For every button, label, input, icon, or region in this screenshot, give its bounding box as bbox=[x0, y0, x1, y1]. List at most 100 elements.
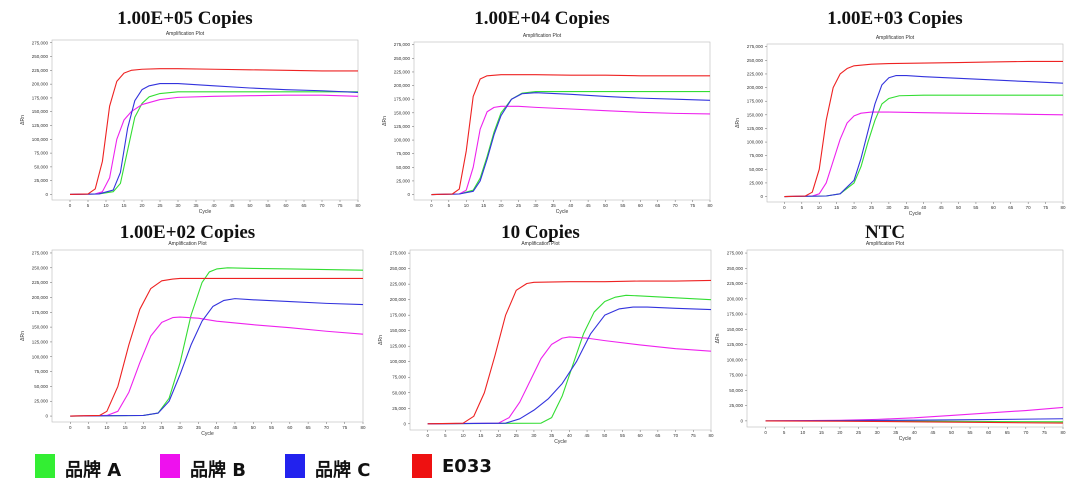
plot-subtitle: Amplification Plot bbox=[168, 241, 207, 247]
x-tick-label: 80 bbox=[355, 203, 361, 208]
y-tick-label: 250,000 bbox=[394, 56, 411, 61]
y-tick-label: 25,000 bbox=[749, 180, 763, 185]
x-tick-label: 35 bbox=[893, 430, 899, 435]
series-line-brand-a bbox=[69, 91, 358, 196]
x-tick-label: 15 bbox=[481, 203, 487, 208]
plot-frame bbox=[413, 41, 711, 201]
legend-swatch-brand-a bbox=[35, 454, 55, 478]
chart-title: 1.00E+04 Copies bbox=[474, 8, 610, 29]
y-tick-label: 150,000 bbox=[32, 325, 49, 330]
x-tick-label: 50 bbox=[603, 203, 609, 208]
chart-panel-3: 1.00E+02 Copies Amplification Plot 0 25,000… bbox=[10, 222, 366, 437]
x-tick-label: 5 bbox=[448, 203, 451, 208]
series-line-brand-c bbox=[427, 306, 712, 425]
y-tick-label: 150,000 bbox=[394, 110, 411, 115]
x-tick-label: 5 bbox=[783, 430, 786, 435]
y-tick-label: 275,000 bbox=[32, 40, 49, 45]
y-tick-label: 125,000 bbox=[32, 339, 49, 344]
amplification-plot: 0 25,000 50,000 75,000 100,000 125,000 150,000… bbox=[715, 249, 1066, 442]
x-tick-label: 65 bbox=[1008, 205, 1014, 210]
legend-label-brand-b: 品牌 B bbox=[190, 460, 246, 481]
chart-panel-1: 1.00E+04 Copies Amplification Plot 0 25,000… bbox=[372, 8, 713, 220]
y-tick-label: 75,000 bbox=[34, 151, 48, 156]
x-tick-label: 20 bbox=[496, 433, 502, 438]
x-tick-label: 30 bbox=[178, 425, 184, 430]
series-line-e033 bbox=[784, 60, 1063, 198]
x-tick-label: 5 bbox=[801, 205, 804, 210]
x-tick-label: 10 bbox=[464, 203, 470, 208]
y-tick-label: 275,000 bbox=[747, 44, 764, 49]
y-tick-label: 125,000 bbox=[727, 342, 744, 347]
y-tick-label: 175,000 bbox=[390, 313, 407, 318]
x-tick-label: 75 bbox=[1042, 430, 1048, 435]
series-line-brand-b bbox=[431, 105, 711, 196]
x-tick-label: 50 bbox=[247, 203, 253, 208]
x-tick-label: 50 bbox=[949, 430, 955, 435]
x-tick-label: 30 bbox=[886, 205, 892, 210]
x-tick-label: 5 bbox=[444, 433, 447, 438]
x-axis-label: Cycle bbox=[556, 209, 569, 215]
x-tick-label: 65 bbox=[306, 425, 312, 430]
x-tick-label: 15 bbox=[121, 203, 127, 208]
x-tick-label: 70 bbox=[673, 203, 679, 208]
y-tick-label: 225,000 bbox=[32, 68, 49, 73]
x-tick-label: 55 bbox=[973, 205, 979, 210]
x-tick-label: 0 bbox=[764, 430, 767, 435]
x-tick-label: 75 bbox=[1043, 205, 1049, 210]
y-axis-label: ΔRn bbox=[382, 116, 388, 126]
x-tick-label: 50 bbox=[251, 425, 257, 430]
plot-subtitle: Amplification Plot bbox=[865, 241, 905, 247]
y-axis-label: ΔRn bbox=[20, 331, 26, 341]
series-line-brand-c bbox=[69, 83, 359, 196]
x-tick-label: 80 bbox=[1060, 205, 1066, 210]
series-line-brand-a bbox=[427, 294, 712, 425]
x-tick-label: 35 bbox=[549, 433, 555, 438]
y-tick-label: 225,000 bbox=[390, 282, 407, 287]
x-tick-label: 65 bbox=[301, 203, 307, 208]
y-tick-label: 50,000 bbox=[396, 165, 410, 170]
x-tick-label: 70 bbox=[1023, 430, 1029, 435]
y-tick-label: 75,000 bbox=[729, 373, 743, 378]
chart-panel-0: 1.00E+05 Copies Amplification Plot 0 25,000… bbox=[10, 8, 361, 220]
chart-title: 1.00E+02 Copies bbox=[119, 222, 256, 243]
x-axis-label: Cycle bbox=[899, 436, 912, 442]
x-tick-label: 30 bbox=[875, 430, 881, 435]
y-tick-label: 0 bbox=[45, 414, 48, 419]
y-tick-label: 250,000 bbox=[32, 54, 49, 59]
x-tick-label: 20 bbox=[141, 425, 147, 430]
x-tick-label: 55 bbox=[620, 433, 626, 438]
chart-panel-2: 1.00E+03 Copies Amplification Plot 0 25,000… bbox=[725, 8, 1066, 220]
x-tick-label: 40 bbox=[211, 203, 217, 208]
chart-title: 1.00E+05 Copies bbox=[117, 8, 253, 29]
y-tick-label: 25,000 bbox=[34, 399, 48, 404]
x-tick-label: 60 bbox=[986, 430, 992, 435]
x-tick-label: 25 bbox=[514, 433, 520, 438]
y-tick-label: 50,000 bbox=[392, 390, 406, 395]
x-tick-label: 45 bbox=[586, 203, 592, 208]
x-tick-label: 30 bbox=[175, 203, 181, 208]
x-axis-label: Cycle bbox=[201, 431, 214, 437]
y-tick-label: 100,000 bbox=[390, 359, 407, 364]
x-tick-label: 5 bbox=[87, 203, 90, 208]
x-tick-label: 25 bbox=[159, 425, 165, 430]
x-tick-label: 60 bbox=[991, 205, 997, 210]
x-tick-label: 35 bbox=[904, 205, 910, 210]
series-line-e033 bbox=[765, 420, 1064, 424]
y-tick-label: 25,000 bbox=[396, 178, 410, 183]
x-tick-label: 75 bbox=[691, 433, 697, 438]
y-tick-label: 125,000 bbox=[390, 344, 407, 349]
x-tick-label: 45 bbox=[229, 203, 235, 208]
y-tick-label: 200,000 bbox=[394, 83, 411, 88]
y-tick-label: 75,000 bbox=[34, 369, 48, 374]
x-tick-label: 20 bbox=[139, 203, 145, 208]
y-tick-label: 175,000 bbox=[747, 99, 764, 104]
x-tick-label: 55 bbox=[265, 203, 271, 208]
x-tick-label: 10 bbox=[817, 205, 823, 210]
x-tick-label: 65 bbox=[655, 203, 661, 208]
y-tick-label: 200,000 bbox=[32, 82, 49, 87]
x-tick-label: 80 bbox=[360, 425, 366, 430]
x-tick-label: 0 bbox=[69, 203, 72, 208]
y-tick-label: 25,000 bbox=[729, 403, 743, 408]
y-tick-label: 150,000 bbox=[747, 112, 764, 117]
y-tick-label: 50,000 bbox=[749, 167, 763, 172]
